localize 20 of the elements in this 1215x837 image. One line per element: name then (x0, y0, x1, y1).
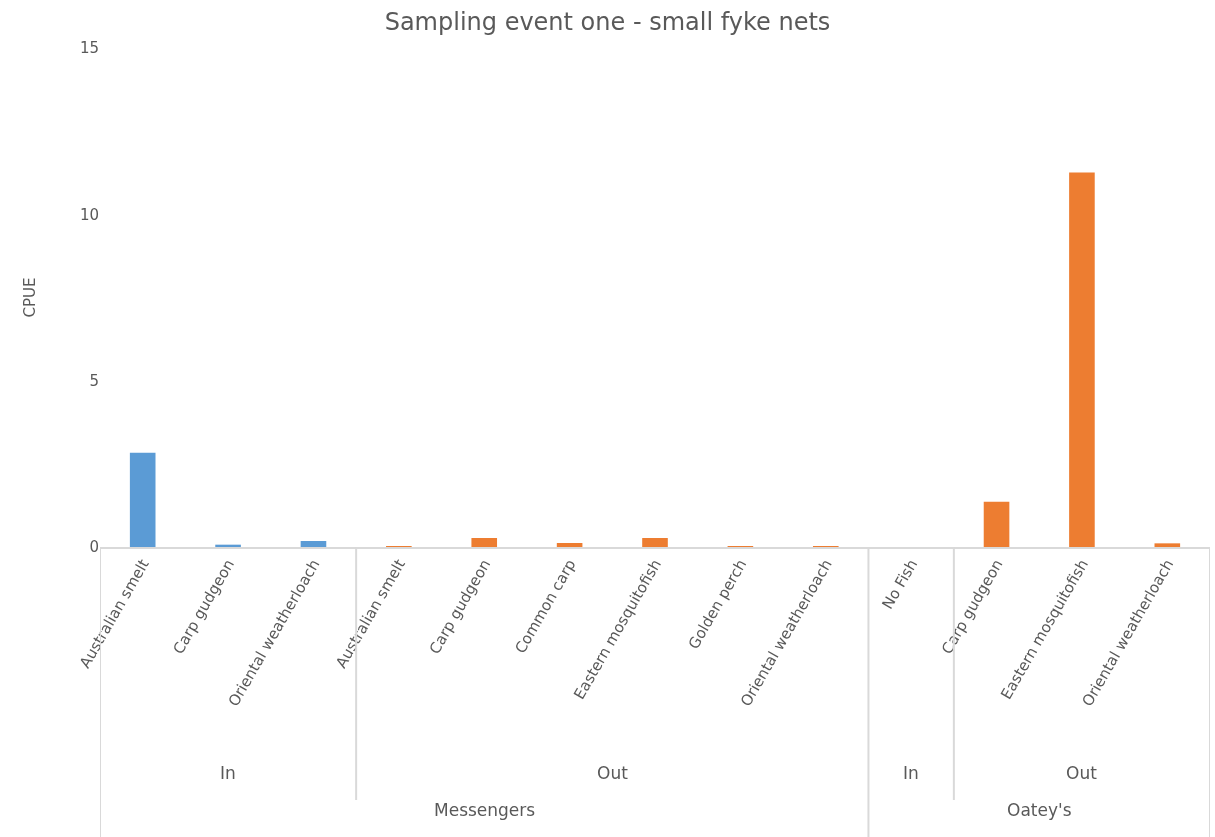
text: In (903, 763, 919, 783)
bar (983, 501, 1010, 547)
bar (1154, 543, 1181, 547)
bar (1069, 172, 1095, 547)
bar (300, 541, 327, 547)
text: Oatey's (1007, 800, 1072, 820)
y-tick-label: 15 (79, 39, 99, 58)
y-axis-title: CPUE (21, 277, 40, 318)
text: Out (1066, 763, 1098, 783)
text: Messengers (434, 800, 536, 820)
bar (471, 538, 498, 547)
text: Out (597, 763, 629, 783)
bar (556, 543, 583, 547)
y-tick-label: 5 (89, 371, 99, 390)
bar (642, 538, 668, 547)
text: In (220, 763, 236, 783)
chart-title: Sampling event one - small fyke nets (384, 8, 831, 37)
y-tick-label: 0 (89, 538, 99, 557)
y-tick-label: 10 (79, 205, 99, 224)
bar (129, 452, 156, 547)
